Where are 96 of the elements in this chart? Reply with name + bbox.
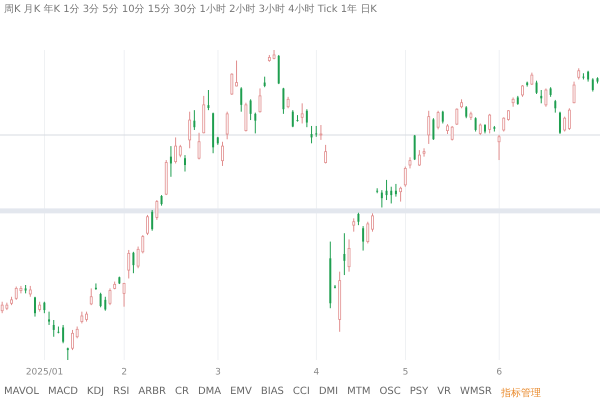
candlestick [160,194,163,206]
candlestick [343,232,346,276]
candlestick [207,89,210,111]
candlestick [310,125,313,144]
candlestick [498,134,500,161]
candlestick [554,99,556,114]
candlestick [66,347,69,360]
candlestick [436,110,440,130]
candlestick [136,246,140,269]
candlestick [512,96,515,108]
candlestick [414,134,416,161]
candlestick [62,324,64,344]
candlestick [386,179,388,201]
candlestick [478,122,482,136]
candlestick [254,112,256,134]
candlestick [132,251,134,274]
candlestick [28,285,32,298]
candlestick [348,238,350,272]
candlestick [48,311,50,326]
candlestick [592,78,594,92]
candlestick [292,110,294,128]
candlestick [362,226,364,252]
candlestick [146,214,149,236]
candlestick [184,154,186,172]
candlestick [122,282,126,308]
x-tick-label: 3 [215,367,221,378]
candlestick [399,186,402,202]
candlestick [127,249,130,279]
candlestick [544,88,548,108]
candlestick [320,124,322,140]
candlestick [198,132,200,160]
candlestick [324,144,328,164]
candlestick [408,156,412,169]
candlestick [170,146,172,178]
candlestick [418,150,421,166]
candlestick [521,84,524,98]
candlestick [357,212,360,226]
candlestick [484,124,486,134]
candlestick [151,209,154,232]
candlestick [34,296,36,318]
candlestick [43,301,46,314]
candlestick [568,108,571,130]
candlestick [507,110,510,122]
candlestick [38,301,42,312]
candlestick [90,288,93,306]
x-tick-label: 6 [496,367,502,378]
candlestick [488,113,492,134]
candlestick [193,110,196,130]
candlestick [141,234,144,254]
x-tick-label: 4 [314,367,320,378]
text: 周K 月K 年K 1分 3分 5分 10分 15分 30分 1小时 2小时 3小时 4小时 Tick 1年 日K [4,2,377,16]
candlestick [178,144,182,158]
candlestick [587,70,590,82]
candlestick [465,106,468,119]
candlestick [432,118,434,140]
candlestick [536,80,538,95]
candlestick [104,296,106,312]
candlestick [366,221,370,244]
candlestick [563,116,566,132]
candlestick [530,72,534,86]
candlestick [502,116,506,132]
x-tick-label: 5 [402,367,408,378]
candlestick [250,98,252,121]
candlestick [306,108,308,128]
candlestick [286,96,290,109]
candlestick [442,110,444,124]
candlestick [264,76,266,88]
candlestick [380,190,383,208]
candlestick [558,111,561,135]
candlestick [427,110,430,144]
candlestick [390,186,392,204]
candlestick [258,88,262,114]
candlestick [240,86,242,112]
candlestick [315,125,318,138]
candlestick [455,108,458,126]
text: MAVOL MACD KDJ RSI ARBR CR DMA EMV BIAS CCI DMI MTM OSC PSY VR WMSR 指标管理 [4,386,541,399]
candlestick [474,116,477,132]
x-tick-label: 2025/01 [26,367,64,378]
candlestick [71,329,74,351]
candlestick [226,111,229,140]
candlestick [282,87,284,114]
candlestick [394,183,397,198]
candlestick [188,111,192,149]
x-tick-label: 2 [121,367,128,378]
candlestick [221,141,224,166]
candlestick [100,292,102,308]
candlestick [371,212,374,232]
candlestick [446,124,449,135]
candlestick [52,320,55,338]
candlestick [550,86,552,98]
candlestick [404,166,407,188]
candlestick [174,136,178,164]
candlestick [540,89,542,104]
candlestick [155,200,158,220]
candlestick [572,81,576,104]
candlestick [108,288,112,306]
